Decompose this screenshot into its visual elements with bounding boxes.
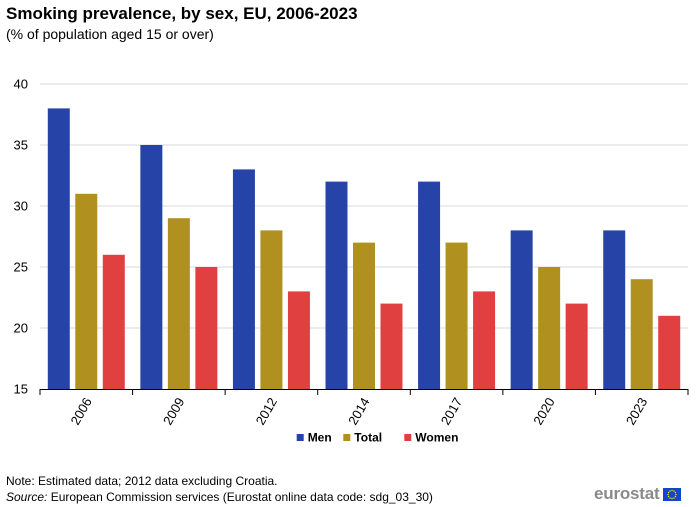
flag-star <box>669 496 672 499</box>
eu-flag-icon <box>663 487 682 501</box>
axes <box>39 389 689 395</box>
legend-label-men: Men <box>308 431 332 445</box>
source-text: European Commission services (Eurostat o… <box>47 490 433 504</box>
bar-women-2014 <box>380 303 403 389</box>
x-tick-label: 2020 <box>530 395 557 428</box>
bar-men-2012 <box>232 169 255 389</box>
y-tick-label: 35 <box>14 138 28 153</box>
legend-label-women: Women <box>415 431 458 445</box>
chart-title: Smoking prevalence, by sex, EU, 2006-202… <box>6 4 358 23</box>
flag-star <box>667 493 670 495</box>
x-tick-label: 2012 <box>253 395 280 428</box>
flag-star <box>668 491 670 493</box>
y-tick-label: 30 <box>14 199 28 214</box>
footnote: Note: Estimated data; 2012 data excludin… <box>6 474 278 488</box>
y-tick-label: 40 <box>14 77 28 92</box>
bar-women-2012 <box>287 291 310 389</box>
bar-men-2006 <box>47 108 70 390</box>
bar-women-2017 <box>473 291 496 389</box>
bar-total-2023 <box>630 279 653 389</box>
flag-star <box>675 495 677 497</box>
flag-star <box>671 497 674 499</box>
bar-total-2017 <box>445 242 468 389</box>
bar-women-2006 <box>102 254 125 389</box>
bar-total-2020 <box>538 267 561 389</box>
y-tick-label: 15 <box>14 382 28 397</box>
bar-men-2014 <box>325 181 348 389</box>
bar-chart: 15 20 25 30 35 40 2006 2009 2012 2014 2017 2020 2023… <box>14 77 689 445</box>
bar-total-2006 <box>75 193 98 389</box>
flag-star <box>675 493 678 495</box>
x-tick-label: 2006 <box>67 395 94 428</box>
legend-swatch-men <box>296 434 304 441</box>
legend: Men Total Women <box>296 431 458 445</box>
y-tick-label: 25 <box>14 260 28 275</box>
y-tick-label: 20 <box>14 321 28 336</box>
bar-women-2020 <box>565 303 588 389</box>
flag-star <box>668 495 670 497</box>
flag-star <box>669 489 672 492</box>
x-tick-label: 2014 <box>345 395 372 428</box>
source-label: Source: <box>6 490 48 504</box>
chart-subtitle: (% of population aged 15 or over) <box>6 26 214 42</box>
bar-women-2023 <box>658 315 681 389</box>
bar-men-2009 <box>140 145 163 389</box>
bar-total-2009 <box>167 218 190 389</box>
bar-men-2017 <box>418 181 441 389</box>
flag-star <box>673 496 676 499</box>
source-line: Source: European Commission services (Eu… <box>6 490 433 504</box>
eurostat-wordmark: eurostat <box>594 484 660 503</box>
bar-total-2014 <box>353 242 375 389</box>
legend-swatch-total <box>343 434 351 441</box>
bar-men-2020 <box>510 230 533 389</box>
legend-label-total: Total <box>354 431 382 445</box>
flag-star <box>671 489 674 491</box>
x-tick-label: 2009 <box>160 395 187 428</box>
flag-star <box>675 491 677 493</box>
legend-swatch-women <box>404 434 412 441</box>
bar-women-2009 <box>195 267 218 389</box>
bar-men-2023 <box>603 230 626 389</box>
bars <box>47 108 681 390</box>
bar-total-2012 <box>260 230 283 389</box>
x-tick-label: 2017 <box>438 395 465 428</box>
flag-star <box>673 489 676 492</box>
eurostat-logo: eurostat <box>594 484 682 504</box>
x-tick-label: 2023 <box>623 395 650 428</box>
